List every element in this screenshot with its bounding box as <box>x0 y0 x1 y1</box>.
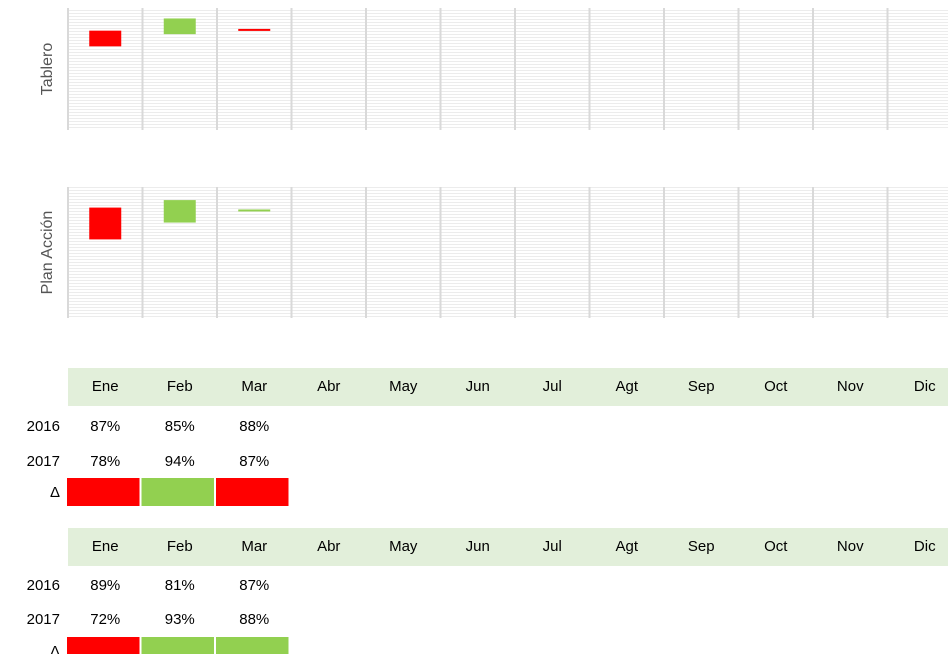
month-label: Dic <box>914 538 936 555</box>
month-label: Nov <box>837 538 864 555</box>
month-label: Ene <box>92 378 119 395</box>
month-label: Feb <box>167 538 193 555</box>
value-cell: 89% <box>90 577 120 594</box>
delta-cell <box>141 478 214 506</box>
delta-cell <box>216 637 289 659</box>
value-cell: 85% <box>165 418 195 435</box>
month-label: Jul <box>543 378 562 395</box>
year-label: 2016 <box>27 577 60 594</box>
delta-cell <box>67 637 140 659</box>
month-label: Mar <box>241 538 267 555</box>
month-label: Oct <box>764 538 788 555</box>
month-label: Mar <box>241 378 267 395</box>
delta-label: Δ <box>50 484 60 501</box>
month-label: Jun <box>466 538 490 555</box>
range-bar <box>163 200 196 223</box>
value-cell: 81% <box>165 577 195 594</box>
value-cell: 93% <box>165 611 195 628</box>
month-label: Agt <box>615 378 638 395</box>
month-label: Jun <box>466 378 490 395</box>
value-cell: 78% <box>90 453 120 470</box>
month-label: Sep <box>688 538 715 555</box>
month-label: Nov <box>837 378 864 395</box>
plot-area <box>68 187 948 318</box>
value-cell: 87% <box>239 577 269 594</box>
delta-cell <box>141 637 214 659</box>
month-label: Feb <box>167 378 193 395</box>
year-label: 2016 <box>27 418 60 435</box>
range-bar <box>163 18 196 35</box>
range-bar <box>89 207 122 240</box>
range-bar <box>238 28 271 31</box>
value-cell: 94% <box>165 453 195 470</box>
month-label: Dic <box>914 378 936 395</box>
plot-area <box>68 8 948 130</box>
year-label: 2017 <box>27 611 60 628</box>
range-bar <box>89 30 122 47</box>
value-cell: 87% <box>239 453 269 470</box>
delta-cell <box>216 478 289 506</box>
month-label: Sep <box>688 378 715 395</box>
month-label: May <box>389 378 418 395</box>
month-label: May <box>389 538 418 555</box>
month-label: Abr <box>317 538 340 555</box>
value-cell: 72% <box>90 611 120 628</box>
month-label: Agt <box>615 538 638 555</box>
delta-label: Δ <box>50 643 60 654</box>
value-cell: 87% <box>90 418 120 435</box>
value-cell: 88% <box>239 611 269 628</box>
month-label: Abr <box>317 378 340 395</box>
value-cell: 88% <box>239 418 269 435</box>
month-label: Oct <box>764 378 788 395</box>
year-label: 2017 <box>27 453 60 470</box>
month-label: Ene <box>92 538 119 555</box>
y-axis-label: Tablero <box>39 43 56 96</box>
table-header <box>68 368 948 406</box>
delta-cell <box>67 478 140 506</box>
range-bar <box>238 209 271 212</box>
y-axis-label: Plan Acción <box>39 211 56 295</box>
table-header <box>68 528 948 566</box>
month-label: Jul <box>543 538 562 555</box>
